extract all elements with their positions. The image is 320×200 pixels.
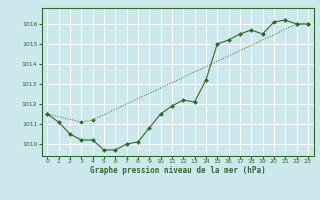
X-axis label: Graphe pression niveau de la mer (hPa): Graphe pression niveau de la mer (hPa) bbox=[90, 166, 266, 175]
